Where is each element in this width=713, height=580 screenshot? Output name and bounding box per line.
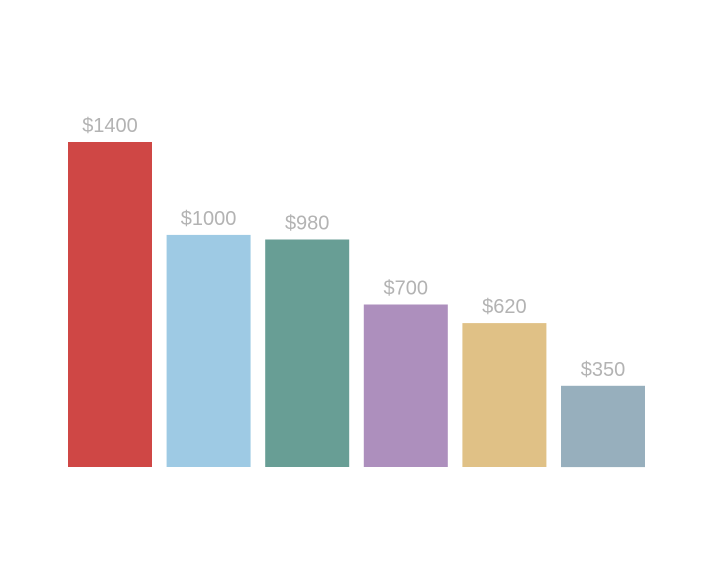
value-label-4: $700 [384, 278, 429, 300]
value-label-2: $1000 [181, 208, 237, 230]
bar-4 [363, 304, 448, 467]
value-label-3: $980 [285, 213, 330, 235]
value-label-5: $620 [482, 296, 527, 318]
bar-6 [561, 385, 645, 468]
value-labels-group: $1400 $1000 $980 $700 $620 $350 [82, 115, 625, 381]
value-label-1: $1400 [82, 115, 138, 137]
bars-group [68, 142, 645, 468]
bar-5 [462, 323, 547, 467]
bar-1 [68, 142, 152, 467]
bar-2 [166, 234, 251, 467]
bar-3 [265, 239, 350, 467]
value-label-6: $350 [581, 359, 626, 381]
